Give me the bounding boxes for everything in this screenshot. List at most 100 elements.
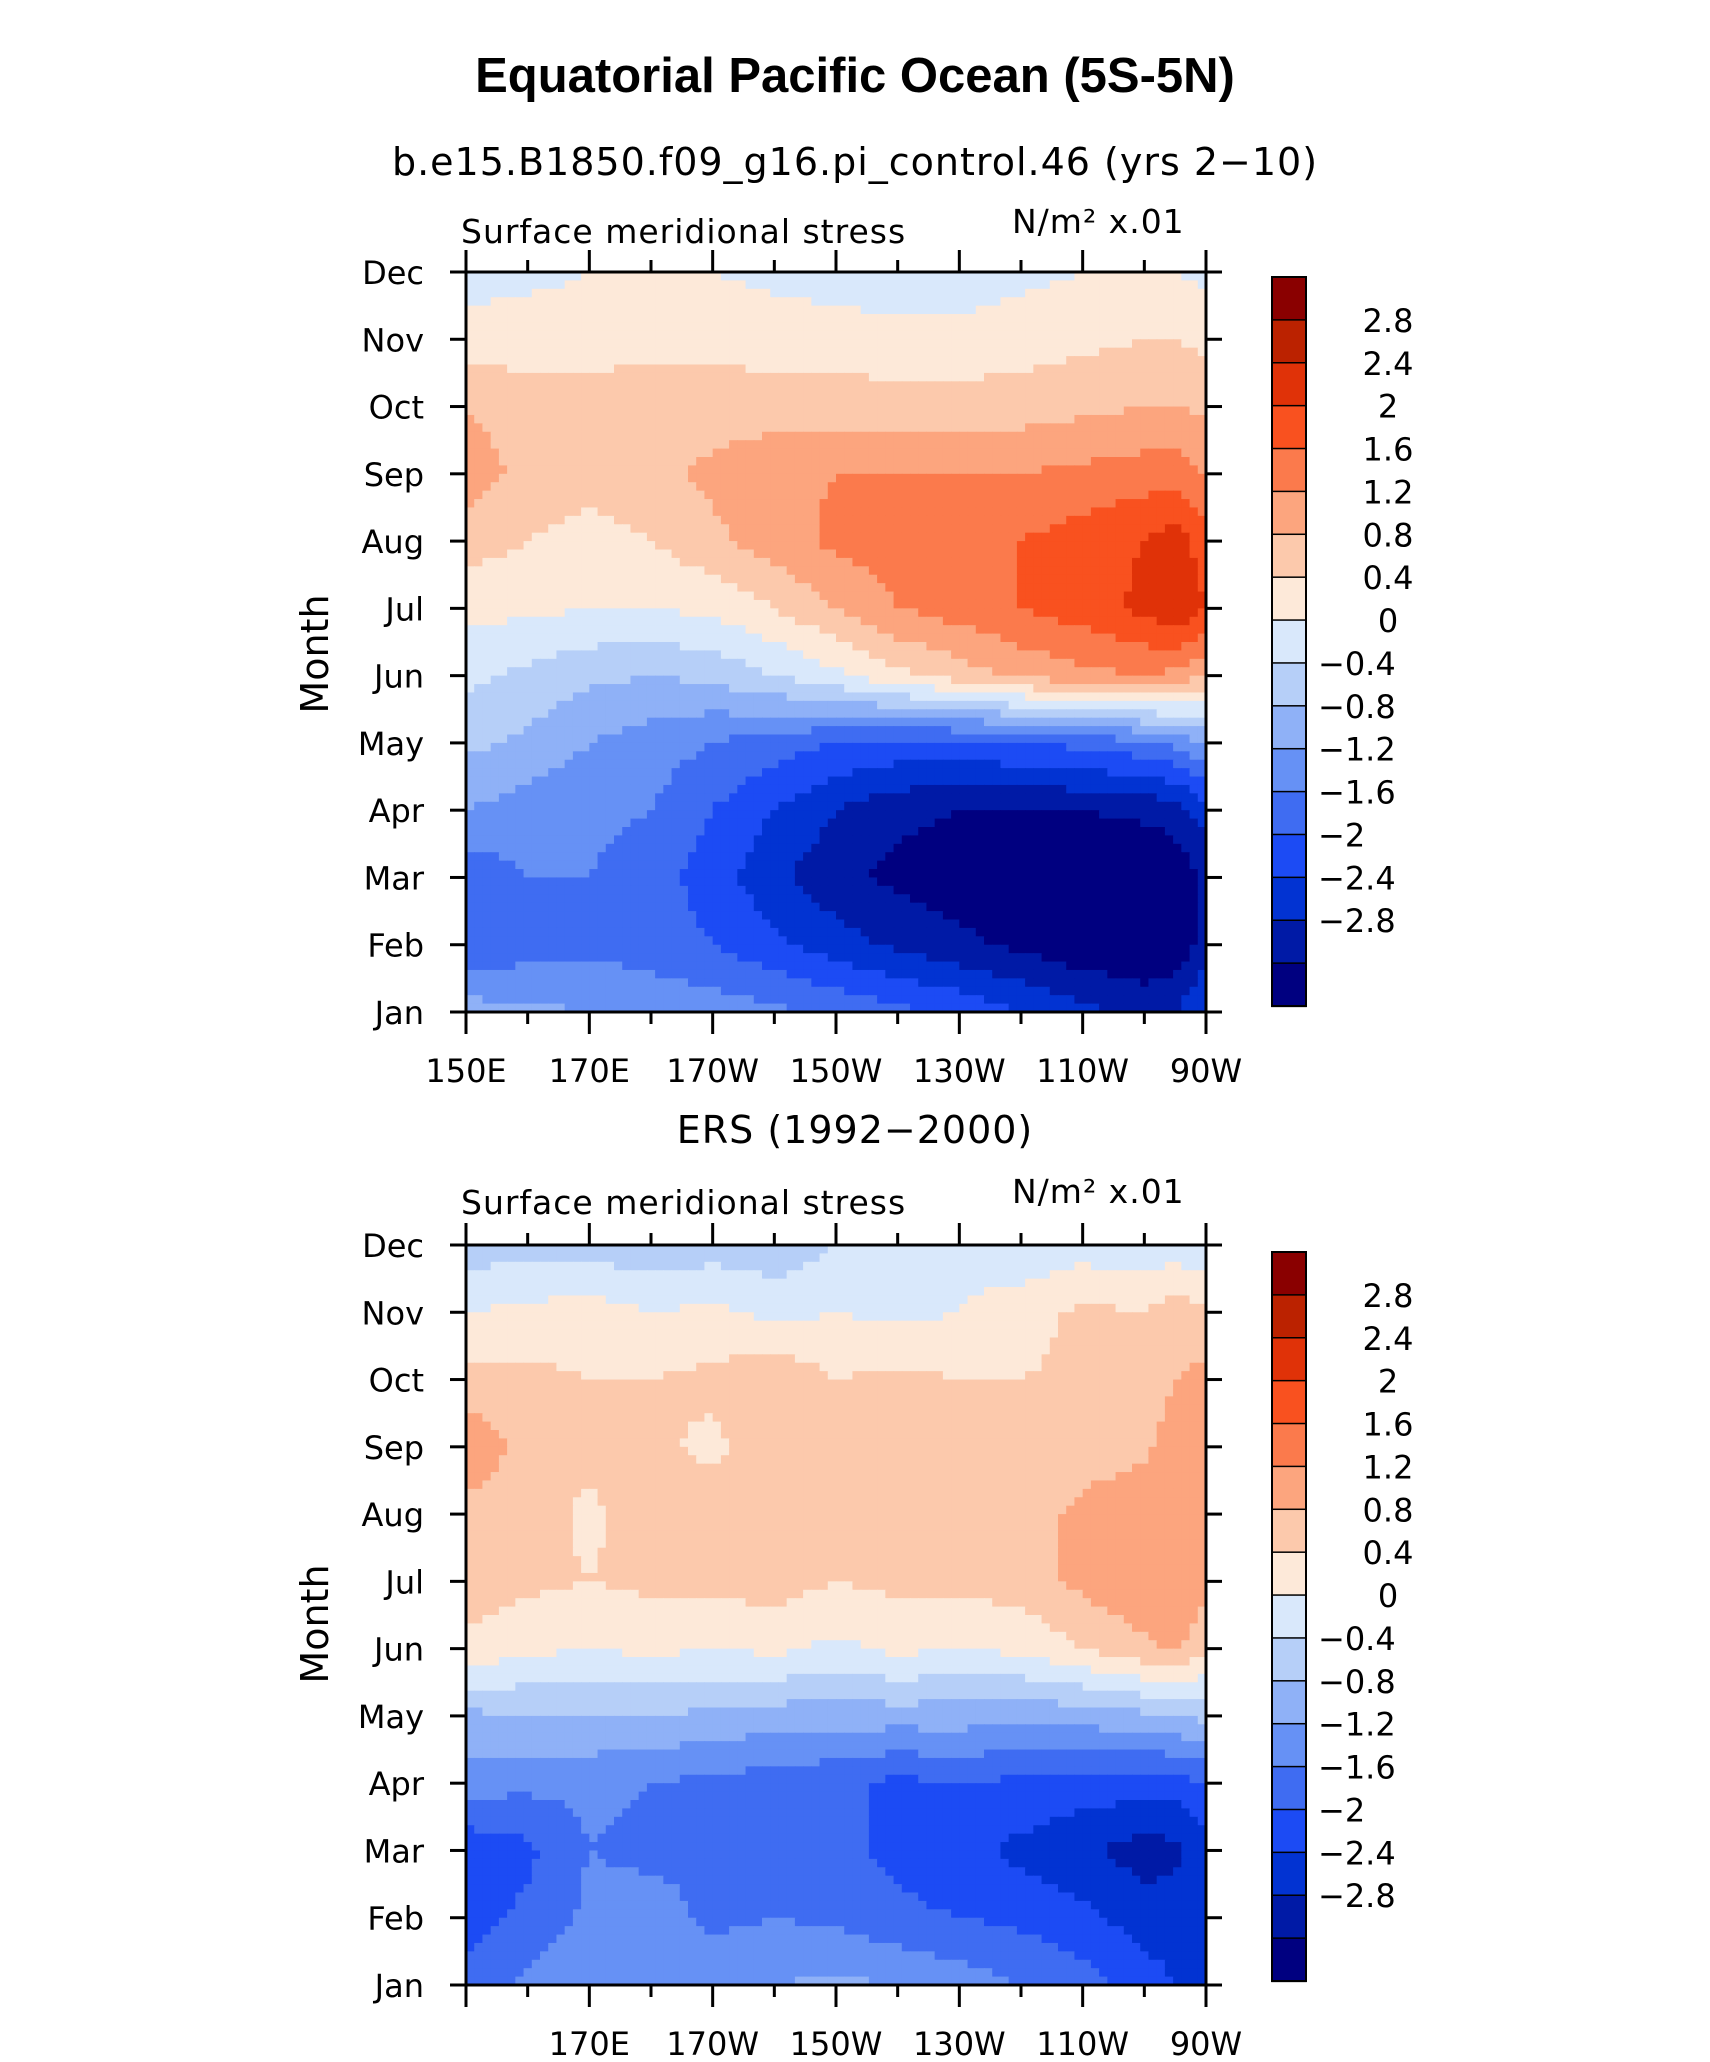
p1-cell (482, 709, 492, 719)
p1-cell (868, 440, 878, 450)
p1-cell (466, 398, 475, 408)
p1-cell (836, 608, 845, 618)
p1-cell (1033, 297, 1043, 307)
p1-cell (655, 398, 664, 408)
p1-cell (770, 658, 780, 668)
p1-cell (515, 448, 525, 458)
p1-cell (753, 431, 763, 441)
p1-cell (1008, 692, 1018, 702)
p1-cell (564, 541, 574, 551)
p1-cell (1058, 473, 1067, 483)
p1-cell (778, 297, 788, 307)
p1-cell (934, 347, 944, 357)
p1-cell (663, 297, 673, 307)
p1-cell (466, 314, 475, 324)
p1-cell (646, 650, 656, 660)
p1-cell (786, 423, 796, 433)
p1-cell (1164, 330, 1174, 340)
p1-cell (1025, 650, 1034, 660)
p1-cell (811, 566, 821, 576)
p1-cell (786, 684, 796, 694)
p1-cell (655, 650, 664, 660)
p1-cell (614, 658, 623, 668)
p1-cell (498, 557, 508, 567)
p1-cell (1115, 692, 1125, 702)
p1-cell (901, 473, 911, 483)
p1-cell (1025, 642, 1034, 652)
p1-cell (1164, 541, 1174, 551)
p1-cell (663, 473, 673, 483)
p1-cell (737, 372, 747, 382)
p1-cell (1058, 675, 1067, 685)
p1-cell (992, 700, 1002, 710)
p1-cell (1066, 372, 1076, 382)
p1-cell (770, 482, 780, 492)
p1-cell (729, 490, 738, 500)
p1-cell (1115, 499, 1125, 509)
p1-cell (638, 642, 648, 652)
p1-cell (1090, 566, 1100, 576)
p1-cell (984, 658, 993, 668)
p1-cell (737, 457, 747, 467)
p1-cell (811, 599, 821, 609)
p1-cell (770, 608, 780, 618)
p1-cell (877, 356, 886, 366)
p1-cell (860, 726, 870, 736)
p1-cell (877, 465, 886, 475)
p1-cell (975, 381, 985, 391)
p1-cell (638, 532, 648, 542)
p1-cell (803, 457, 812, 467)
p1-cell (729, 524, 738, 534)
p1-cell (581, 532, 590, 542)
p1-cell (1049, 448, 1059, 458)
p1-cell (745, 448, 755, 458)
p1-cell (811, 616, 821, 626)
p1-cell (852, 356, 862, 366)
p1-cell (646, 616, 656, 626)
p1-cell (786, 490, 796, 500)
p1-cell (1115, 473, 1125, 483)
p1-cell (663, 364, 673, 374)
p1-cell (1115, 389, 1125, 399)
p1-cell (1140, 330, 1150, 340)
p1-cell (1197, 465, 1207, 475)
p1-cell (1132, 541, 1141, 551)
p1-cell (688, 684, 697, 694)
p1-cell (794, 457, 804, 467)
p1-cell (474, 650, 484, 660)
p1-cell (836, 288, 845, 298)
p1-cell (1025, 297, 1034, 307)
p1-cell (597, 398, 607, 408)
p1-cell (671, 297, 681, 307)
p1-cell (1164, 288, 1174, 298)
p1-cell (770, 347, 780, 357)
p1-cell (942, 356, 952, 366)
p1-cell (877, 709, 886, 719)
p1-cell (466, 431, 475, 441)
p1-cell (663, 398, 673, 408)
p1-cell (1000, 633, 1010, 643)
p1-cell (794, 633, 804, 643)
p1-cell (770, 675, 780, 685)
p1-cell (482, 347, 492, 357)
p1-cell (1074, 457, 1084, 467)
p1-cell (1107, 297, 1117, 307)
p1-cell (918, 288, 928, 298)
p1-cell (803, 675, 812, 685)
p1-cell (1082, 372, 1092, 382)
p1-cell (1074, 465, 1084, 475)
p1-cell (1082, 541, 1092, 551)
p1-cell (564, 574, 574, 584)
p1-cell (745, 347, 755, 357)
p1-cell (811, 675, 821, 685)
p1-cell (1008, 675, 1018, 685)
p1-cell (523, 272, 533, 282)
p1-cell (819, 684, 829, 694)
p1-cell (482, 650, 492, 660)
p1-cell (638, 583, 648, 593)
p1-cell (967, 700, 977, 710)
p1-cell (572, 633, 582, 643)
p1-cell (844, 692, 854, 702)
p1-cell (1033, 347, 1043, 357)
p1-cell (1197, 490, 1207, 500)
